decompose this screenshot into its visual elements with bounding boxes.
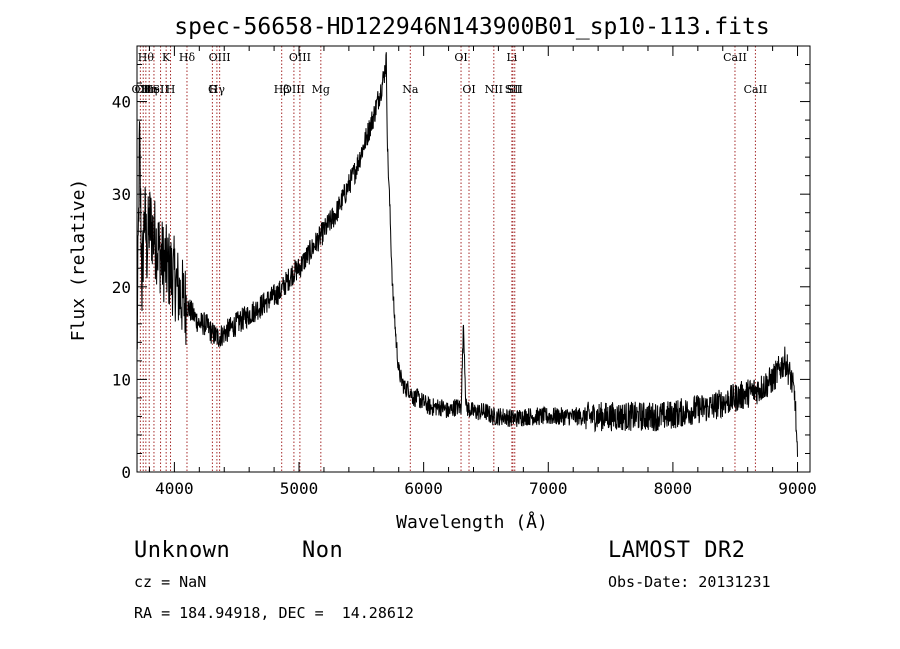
- y-axis-label: Flux (relative): [68, 179, 89, 342]
- survey-name: LAMOST DR2: [608, 538, 746, 563]
- x-tick-label: 9000: [778, 479, 817, 498]
- line-marker-label: OII: [132, 83, 150, 96]
- line-marker-label: CaII: [744, 83, 768, 96]
- obs-date-text: Obs-Date: 20131231: [608, 573, 771, 591]
- line-marker-label: G: [208, 83, 217, 96]
- y-tick-label: 40: [112, 93, 131, 112]
- x-tick-label: 7000: [529, 479, 568, 498]
- object-subclass: Non: [302, 538, 344, 563]
- line-marker-label: Hθ: [138, 51, 155, 64]
- y-tick-label: 10: [112, 370, 131, 389]
- line-marker-label: OIII: [289, 51, 311, 64]
- line-marker-label: CaII: [723, 51, 747, 64]
- line-marker-label: H: [166, 83, 176, 96]
- line-marker-label: OIII: [283, 83, 305, 96]
- line-marker-label: Na: [402, 83, 419, 96]
- x-tick-label: 6000: [404, 479, 443, 498]
- line-marker-label: K: [162, 51, 171, 64]
- line-marker-label: Li: [506, 51, 517, 64]
- line-marker-label: OI: [454, 51, 467, 64]
- object-class: Unknown: [134, 538, 231, 563]
- x-tick-label: 4000: [155, 479, 194, 498]
- y-tick-label: 20: [112, 278, 131, 297]
- line-marker-label: HeI: [144, 83, 164, 96]
- coordinates-text: RA = 184.94918, DEC = 14.28612: [134, 604, 414, 622]
- line-marker-label: NII: [485, 83, 503, 96]
- line-marker-label: OI: [462, 83, 475, 96]
- line-marker-label: OIII: [209, 51, 231, 64]
- spectrum-line: [136, 52, 798, 457]
- line-marker-label: Mg: [312, 83, 330, 96]
- line-marker-label: Hβ: [274, 83, 290, 96]
- line-marker-label: Hγ: [209, 83, 226, 96]
- y-tick-label: 0: [121, 463, 131, 482]
- redshift-text: cz = NaN: [134, 573, 207, 591]
- line-marker-label: CII: [135, 83, 152, 96]
- x-tick-label: 8000: [654, 479, 693, 498]
- y-tick-label: 30: [112, 185, 131, 204]
- x-tick-label: 5000: [280, 479, 319, 498]
- line-marker-label: SII: [505, 83, 521, 96]
- line-marker-label: SII: [152, 83, 168, 96]
- line-marker-label: SII: [507, 83, 523, 96]
- line-marker-label: Hη: [141, 83, 157, 96]
- x-axis-label: Wavelength (Å): [396, 511, 548, 533]
- line-marker-label: Hδ: [179, 51, 196, 64]
- chart-title: spec-56658-HD122946N143900B01_sp10-113.f…: [174, 14, 769, 40]
